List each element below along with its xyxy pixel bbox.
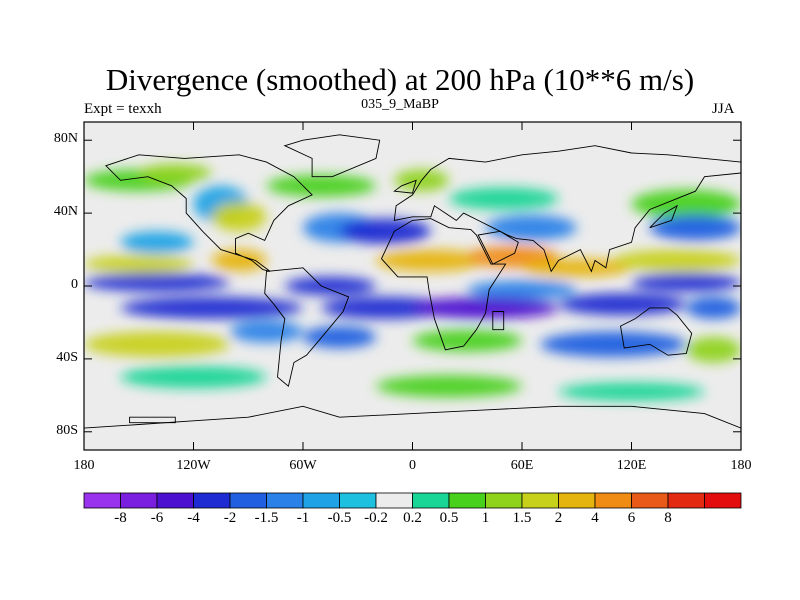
colorbar-swatch bbox=[229, 492, 267, 509]
field-blob bbox=[686, 296, 741, 319]
colorbar-label: -1 bbox=[296, 510, 310, 526]
field-blob bbox=[412, 296, 559, 319]
field-blob bbox=[649, 214, 741, 241]
field-blob bbox=[558, 293, 687, 316]
field-blob bbox=[485, 214, 577, 241]
x-tick-label: 0 bbox=[409, 458, 416, 473]
field-blob bbox=[613, 249, 741, 272]
x-tick-label: 180 bbox=[730, 458, 752, 473]
coastline bbox=[393, 145, 741, 273]
coastline bbox=[477, 230, 519, 265]
field-blob bbox=[540, 331, 687, 358]
y-tick-label: 0 bbox=[71, 277, 78, 292]
colorbar-swatch bbox=[521, 492, 559, 509]
colorbar-swatch bbox=[302, 492, 340, 509]
colorbar-label: 2 bbox=[554, 510, 563, 526]
colorbar-swatch bbox=[339, 492, 377, 509]
x-tick-label: 180 bbox=[73, 458, 95, 473]
field-blob bbox=[120, 366, 267, 389]
field-blob bbox=[120, 296, 303, 319]
coastline bbox=[105, 154, 313, 272]
colorbar-swatch bbox=[594, 492, 632, 509]
field-blob bbox=[284, 276, 376, 296]
field-blob bbox=[138, 163, 212, 183]
experiment-label: Expt = texxh bbox=[84, 101, 162, 117]
colorbar-swatch bbox=[156, 492, 194, 509]
field-blob bbox=[376, 249, 486, 272]
axis-ticks bbox=[83, 122, 742, 450]
colorbar-label: 8 bbox=[664, 510, 672, 526]
y-tick-label: 80S bbox=[56, 422, 78, 438]
colorbar-swatch bbox=[83, 492, 121, 509]
colorbar-label: 1.5 bbox=[512, 510, 532, 526]
coastline bbox=[380, 218, 507, 351]
coastline bbox=[620, 307, 693, 356]
season-label: JJA bbox=[712, 101, 735, 117]
y-tick-label: 40S bbox=[56, 349, 78, 365]
field-blob bbox=[339, 218, 431, 245]
field-blob bbox=[467, 280, 577, 299]
colorbar-swatch bbox=[266, 492, 304, 509]
colorbar-swatch bbox=[704, 492, 742, 509]
field-blob bbox=[211, 249, 267, 272]
coastline bbox=[283, 134, 381, 178]
field-blob bbox=[321, 296, 449, 319]
field-blob bbox=[686, 337, 741, 363]
field-blob bbox=[376, 375, 522, 398]
field-blob bbox=[412, 329, 522, 352]
colorbar-swatch bbox=[448, 492, 486, 509]
colorbar bbox=[83, 492, 742, 509]
colorbar-label: -6 bbox=[150, 510, 164, 526]
field-blob bbox=[631, 189, 741, 219]
colorbar-swatch bbox=[120, 492, 158, 509]
coastlines bbox=[84, 134, 741, 450]
coastline bbox=[492, 311, 505, 331]
y-tick-label: 80N bbox=[53, 131, 78, 147]
x-tick-label: 60E bbox=[510, 458, 534, 473]
field-blob bbox=[303, 326, 376, 348]
coastline bbox=[129, 416, 176, 424]
colorbar-label: -1.5 bbox=[254, 510, 279, 526]
field-blob bbox=[266, 174, 376, 197]
y-tick-label: 40N bbox=[53, 204, 78, 220]
field-blob bbox=[84, 273, 230, 292]
colorbar-label: 4 bbox=[591, 510, 599, 526]
field-blob bbox=[211, 202, 267, 232]
field-blob bbox=[631, 273, 741, 292]
colorbar-swatch bbox=[558, 492, 596, 509]
field-blob bbox=[84, 255, 194, 274]
coastline bbox=[649, 204, 678, 229]
x-tick-label: 120E bbox=[616, 458, 647, 473]
colorbar-label: 0.5 bbox=[439, 510, 459, 526]
field-blob bbox=[230, 320, 303, 343]
colorbar-label: -2 bbox=[223, 510, 237, 526]
colorbar-swatch bbox=[631, 492, 669, 509]
colorbar-swatch bbox=[412, 492, 450, 509]
x-tick-label: 60W bbox=[289, 458, 317, 473]
coastline bbox=[264, 267, 350, 388]
coastline bbox=[84, 405, 741, 450]
field-blob bbox=[558, 382, 705, 401]
colorbar-label: -0.2 bbox=[364, 510, 388, 526]
colorbar-label: -0.5 bbox=[327, 510, 352, 526]
field-blob bbox=[84, 331, 230, 358]
colorbar-swatch bbox=[193, 492, 231, 509]
colorbar-label: -8 bbox=[114, 510, 127, 526]
colorbar-label: -4 bbox=[187, 510, 200, 526]
colorbar-label: 1 bbox=[481, 510, 490, 526]
colorbar-label: 6 bbox=[627, 510, 636, 526]
chart-subtitle: 035_9_MaBP bbox=[361, 97, 439, 112]
field-blob bbox=[120, 231, 194, 254]
colorbar-swatch bbox=[485, 492, 523, 509]
x-tick-label: 120W bbox=[176, 458, 211, 473]
field-blob bbox=[522, 258, 632, 277]
field-blob bbox=[449, 187, 559, 210]
colorbar-swatch bbox=[375, 492, 413, 509]
coastline bbox=[393, 179, 417, 194]
colorbar-swatch bbox=[667, 492, 705, 509]
colorbar-label: 0.2 bbox=[403, 510, 422, 526]
chart-title: Divergence (smoothed) at 200 hPa (10**6 … bbox=[105, 62, 695, 97]
